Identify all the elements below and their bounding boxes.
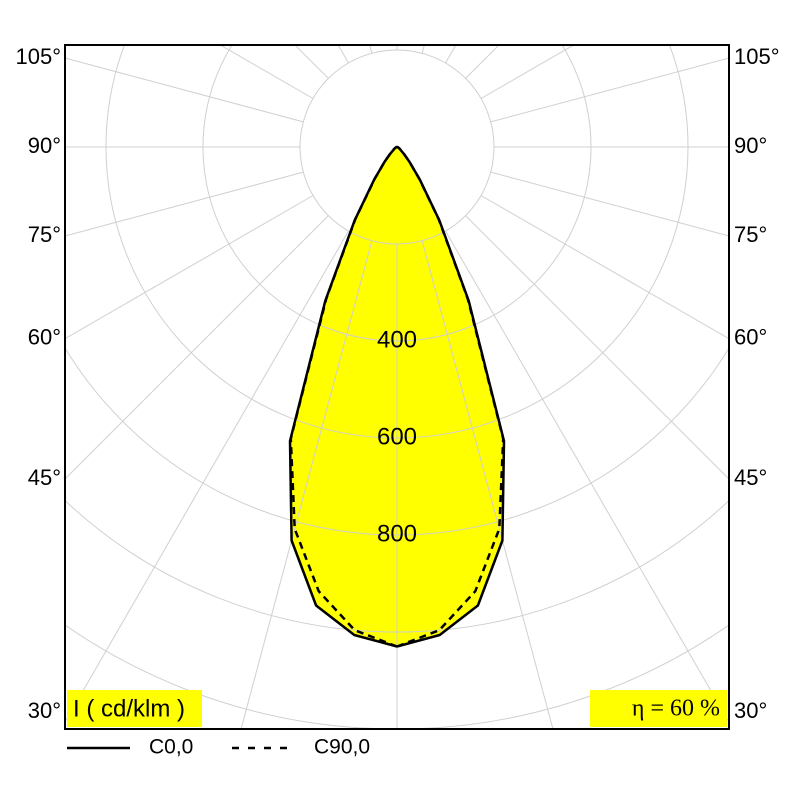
series-line — [396, 145, 505, 648]
angle-tick-label: 75° — [734, 222, 767, 247]
angle-tick-label: 90° — [734, 133, 767, 158]
radial-grid-line — [65, 171, 304, 237]
r-tick-label: 600 — [377, 423, 417, 450]
legend: C0,0 C90,0 — [67, 736, 370, 759]
series-line — [289, 145, 398, 648]
radial-grid-line — [65, 215, 329, 480]
radial-grid-line — [65, 230, 349, 724]
angle-tick-label: 30° — [28, 698, 61, 723]
radial-grid-line — [219, 45, 314, 99]
radial-grid-line — [240, 240, 373, 729]
unit-label: I ( cd/klm ) — [73, 695, 185, 722]
angle-tick-label: 60° — [734, 324, 767, 349]
radial-grid-line — [465, 215, 729, 480]
angle-tick-label: 60° — [28, 324, 61, 349]
radial-grid-line — [421, 240, 554, 729]
radial-grid-line — [480, 45, 575, 99]
radial-grid-line — [65, 195, 314, 340]
radial-grid-line — [490, 57, 729, 123]
legend-label: C0,0 — [149, 736, 193, 759]
legend-label: C90,0 — [314, 736, 370, 759]
angle-tick-label: 90° — [28, 133, 61, 158]
efficiency-label: η = 60 % — [632, 696, 720, 722]
radial-grid-line — [480, 195, 729, 340]
radial-grid-line — [490, 171, 729, 237]
angle-tick-label: 105° — [15, 44, 61, 69]
unit-box — [67, 690, 202, 727]
angle-tick-label: 45° — [28, 465, 61, 490]
angle-tick-label: 45° — [734, 465, 767, 490]
radial-grid-line — [445, 230, 729, 724]
angle-tick-label: 30° — [734, 698, 767, 723]
r-tick-label: 800 — [377, 520, 417, 547]
efficiency-box — [590, 690, 727, 727]
angle-tick-label: 105° — [734, 44, 780, 69]
angle-tick-label: 75° — [28, 222, 61, 247]
radial-grid-line — [445, 45, 457, 64]
plot-frame — [64, 44, 730, 730]
r-tick-label: 400 — [377, 326, 417, 353]
radial-grid-line — [337, 45, 349, 64]
radial-grid-line — [65, 57, 304, 123]
